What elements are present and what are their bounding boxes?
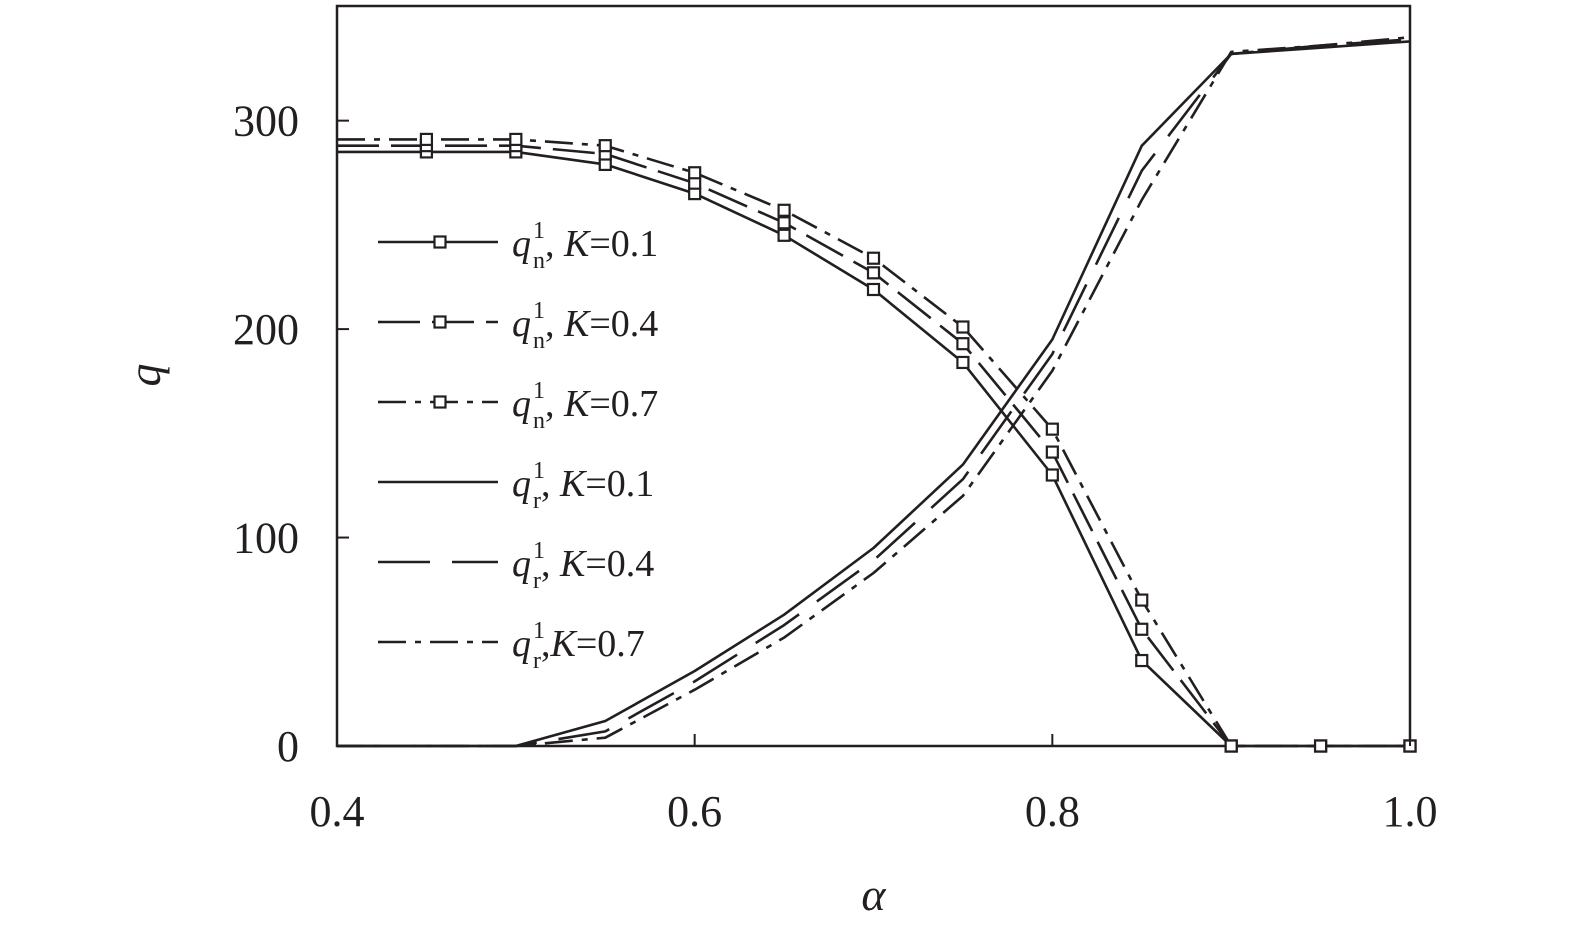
legend-sep: , [541, 463, 560, 505]
legend-value: =0.7 [589, 383, 658, 425]
legend-sup: 1 [533, 618, 545, 644]
legend-value: =0.4 [585, 543, 654, 585]
plot-frame [335, 4, 1412, 748]
legend-item: q1 n, K=0.1 [378, 218, 658, 274]
legend-label: q1 n, K=0.4 [512, 298, 658, 354]
y-tick-label: 200 [233, 305, 299, 354]
series-3-point [509, 132, 523, 147]
legend-var: q [512, 623, 531, 665]
y-tick-label: 100 [233, 514, 299, 563]
y-axis-title: q [119, 364, 170, 387]
series-line-4 [337, 40, 1411, 748]
series-1-point [777, 228, 791, 242]
legend: q1 n, K=0.1q1 n, K=0.4q1 n, K=0.7q1 r, K=0.1… [378, 218, 658, 674]
series-1-point [1135, 653, 1149, 668]
series-3-point [419, 132, 434, 147]
x-axis-ticks: 0.4 0.6 0.8 1.0 [310, 734, 1438, 836]
y-axis-ticks: 0 100 200 300 [233, 97, 349, 771]
legend-param: K [563, 383, 591, 425]
legend-sep: , [545, 383, 564, 425]
series-2-point [956, 337, 970, 351]
series-1-point [1045, 468, 1059, 482]
legend-sub: r [533, 568, 541, 594]
legend-sup: 1 [533, 458, 545, 484]
legend-var: q [512, 543, 531, 585]
legend-param: K [559, 543, 587, 585]
legend-sep: , [541, 623, 551, 665]
marker-layer [419, 132, 1417, 753]
x-tick-label: 0.4 [310, 787, 365, 836]
legend-sep: , [541, 543, 560, 585]
legend-label: q1 n, K=0.1 [512, 218, 658, 274]
series-3-point [1224, 739, 1238, 753]
legend-value: =0.1 [589, 223, 658, 265]
series-3-point [1045, 422, 1059, 436]
y-tick-label: 0 [277, 722, 299, 771]
plot-area [335, 4, 1417, 753]
legend-sup: 1 [533, 298, 545, 324]
x-tick-label: 0.6 [667, 787, 722, 836]
legend-item: q1 r, K=0.4 [378, 538, 654, 594]
legend-marker [433, 395, 447, 409]
legend-param: K [550, 623, 578, 665]
series-3-point [1135, 593, 1149, 607]
x-tick-label: 0.8 [1025, 787, 1080, 836]
legend-sup: 1 [533, 538, 545, 564]
legend-sub: n [533, 328, 545, 354]
legend-sub: n [533, 248, 545, 274]
series-2-point [1045, 445, 1059, 459]
series-line-3 [337, 138, 1410, 748]
legend-var: q [512, 383, 531, 425]
legend-item: q1 n, K=0.4 [378, 298, 658, 354]
series-line-5 [337, 38, 1411, 748]
legend-sub: n [533, 408, 545, 434]
legend-param: K [563, 223, 591, 265]
legend-item: q1 n, K=0.7 [378, 378, 658, 434]
legend-label: q1 r, K=0.1 [512, 458, 654, 514]
legend-value: =0.4 [589, 303, 658, 345]
series-3-point [956, 320, 970, 334]
series-3-point [866, 251, 881, 265]
legend-sup: 1 [533, 218, 545, 244]
series-line-2 [337, 144, 1410, 748]
legend-sub: r [533, 648, 541, 674]
series-3-point [777, 203, 791, 217]
legend-label: q1 n, K=0.7 [512, 378, 658, 434]
legend-sup: 1 [533, 378, 545, 404]
legend-value: =0.7 [576, 623, 645, 665]
legend-value: =0.1 [585, 463, 654, 505]
legend-marker [433, 235, 447, 249]
series-layer [337, 36, 1411, 748]
legend-sub: r [533, 488, 541, 514]
legend-sep: , [545, 303, 564, 345]
legend-item: q1 r,K=0.7 [378, 618, 645, 674]
legend-marker [433, 315, 447, 329]
x-axis-title: α [861, 869, 886, 920]
legend-param: K [563, 303, 591, 345]
series-2-point [866, 266, 881, 280]
legend-label: q1 r,K=0.7 [512, 618, 645, 674]
x-tick-label: 1.0 [1383, 787, 1438, 836]
legend-item: q1 r, K=0.1 [378, 458, 654, 514]
legend-label: q1 r, K=0.4 [512, 538, 654, 594]
series-3-point [1313, 739, 1328, 753]
legend-param: K [559, 463, 587, 505]
legend-var: q [512, 463, 531, 505]
legend-sep: , [545, 223, 564, 265]
legend-var: q [512, 303, 531, 345]
series-3-point [688, 166, 702, 180]
series-3-point [598, 139, 612, 153]
legend-var: q [512, 223, 531, 265]
series-2-point [777, 216, 791, 230]
series-line-6 [337, 36, 1411, 748]
series-1-point [956, 355, 970, 370]
y-tick-label: 300 [233, 97, 299, 146]
series-2-point [1135, 622, 1149, 636]
series-1-point [866, 282, 881, 297]
